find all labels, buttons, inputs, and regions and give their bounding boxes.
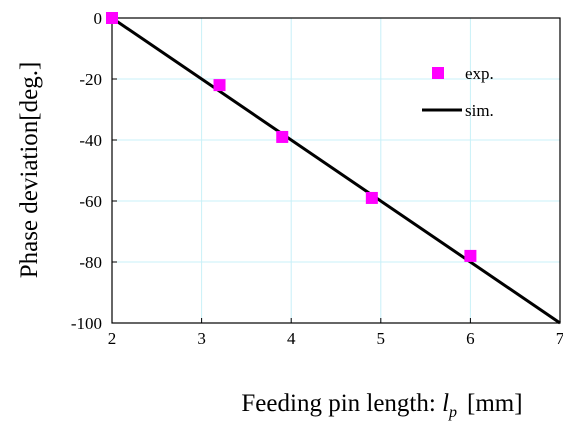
exp-data-point — [213, 79, 226, 92]
tick-marks — [111, 17, 561, 324]
y-tick-label: -60 — [79, 192, 102, 211]
sim-line — [111, 16, 561, 325]
x-tick-label: 6 — [466, 329, 475, 348]
series-layer — [106, 12, 561, 325]
legend: exp. sim. — [422, 64, 494, 120]
x-tick-label: 5 — [377, 329, 386, 348]
legend-label: sim. — [465, 101, 494, 120]
y-tick-label: -20 — [79, 70, 102, 89]
grid — [112, 18, 560, 323]
y-tick-label: 0 — [94, 9, 103, 28]
y-tick-label: -80 — [79, 253, 102, 272]
x-axis-title: Feeding pin length: lp [mm] — [241, 390, 522, 421]
x-tick-label: 2 — [108, 329, 117, 348]
exp-data-point — [365, 191, 378, 204]
exp-data-point — [276, 130, 289, 143]
x-axis-title-variable: l — [442, 390, 449, 417]
plot-frame — [111, 17, 561, 324]
x-tick-label: 3 — [197, 329, 206, 348]
exp-data-point — [464, 249, 477, 262]
y-axis-title: Phase deviation[deg.] — [16, 62, 43, 279]
exp-data-point — [106, 12, 118, 24]
legend-label: exp. — [465, 64, 494, 83]
tick-labels: 2 3 4 5 6 7 0 -20 -40 -60 -80 -100 — [71, 9, 563, 348]
x-axis-title-text: Feeding pin length: — [241, 390, 442, 417]
x-axis-title-subscript: p — [448, 404, 457, 421]
legend-exp-marker — [432, 67, 444, 79]
y-tick-label: -100 — [71, 314, 102, 333]
x-tick-label: 4 — [287, 329, 296, 348]
x-tick-label: 7 — [556, 329, 563, 348]
x-axis-title-unit: [mm] — [467, 390, 523, 417]
y-tick-label: -40 — [79, 131, 102, 150]
